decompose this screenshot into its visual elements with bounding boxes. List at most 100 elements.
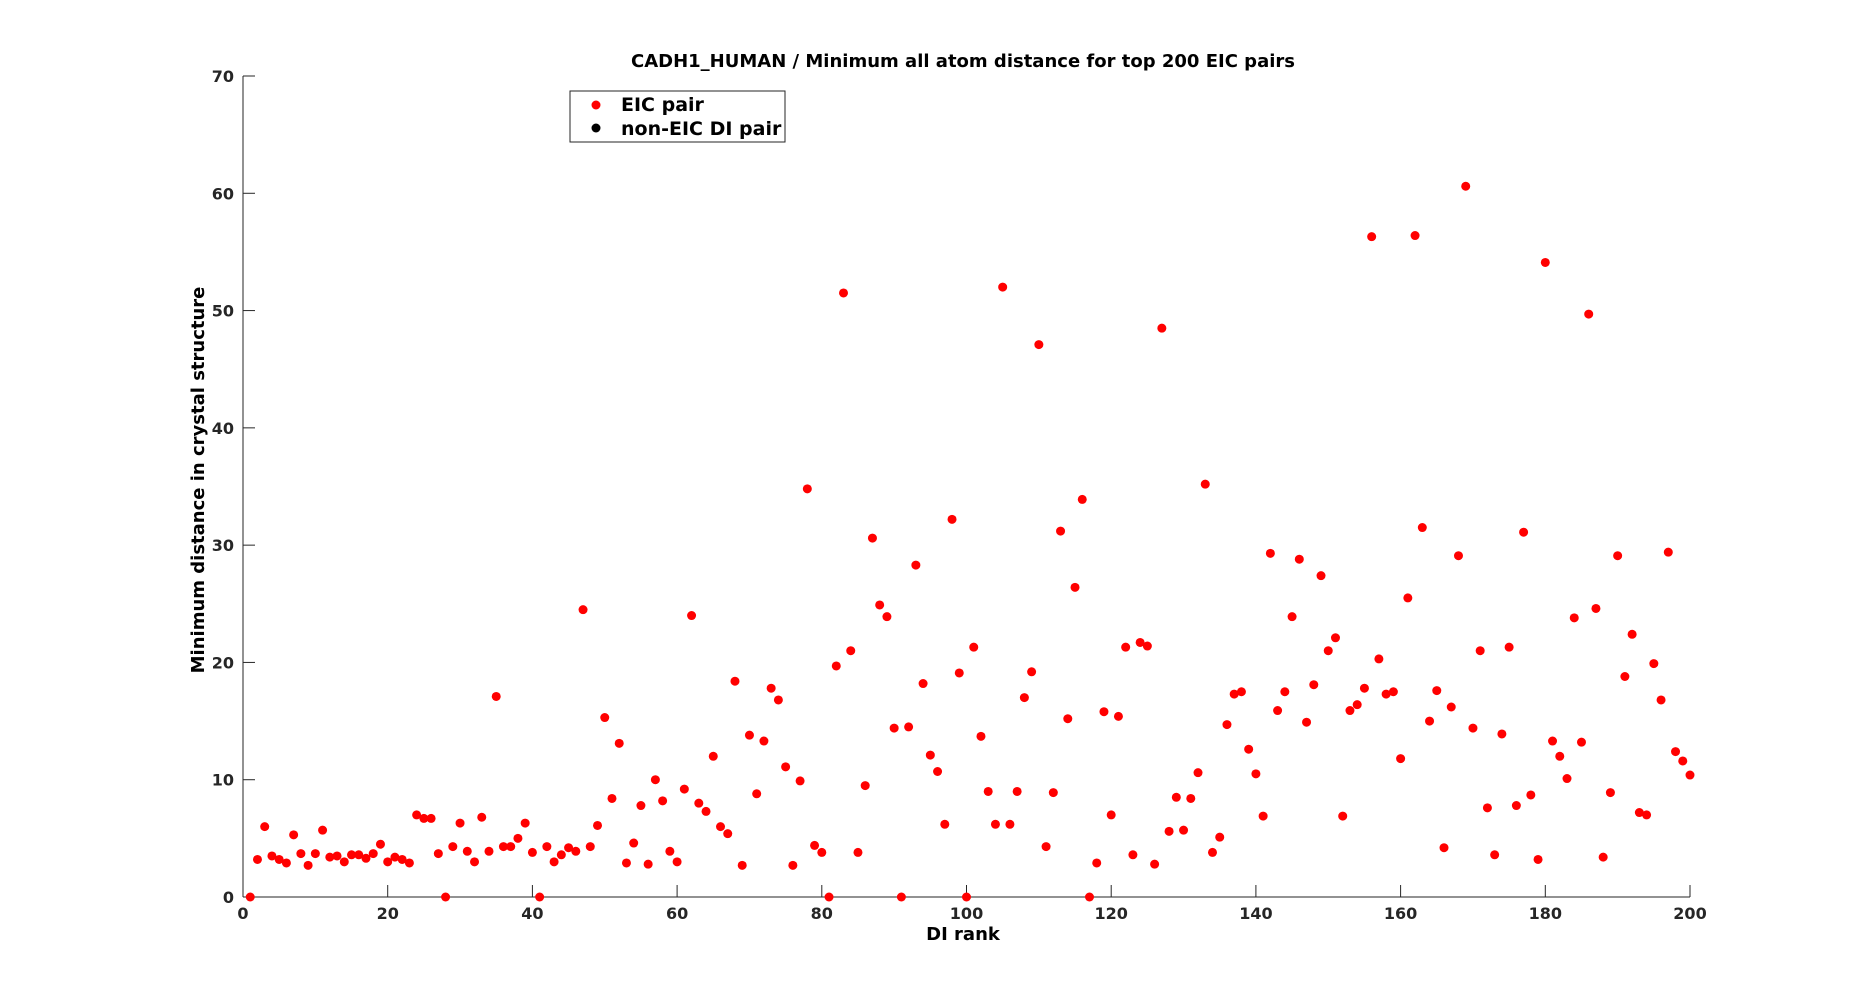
y-tick-label: 50	[212, 302, 234, 321]
data-point-eic-pair	[571, 846, 581, 856]
data-point-eic-pair	[1142, 641, 1152, 651]
data-point-eic-pair	[990, 819, 1000, 829]
x-tick-label: 100	[950, 904, 983, 923]
data-point-eic-pair	[289, 830, 299, 840]
data-point-eic-pair	[867, 533, 877, 543]
x-axis-label: DI rank	[926, 924, 1001, 945]
data-point-eic-pair	[1302, 717, 1312, 727]
data-point-eic-pair	[520, 818, 530, 828]
data-point-eic-pair	[1555, 751, 1565, 761]
data-point-eic-pair	[1251, 769, 1261, 779]
data-point-eic-pair	[267, 851, 277, 861]
data-point-eic-pair	[1671, 747, 1681, 757]
data-point-eic-pair	[701, 806, 711, 816]
data-point-eic-pair	[1330, 633, 1340, 643]
data-point-eic-pair	[1598, 852, 1608, 862]
data-point-eic-pair	[383, 857, 393, 867]
data-point-eic-pair	[788, 860, 798, 870]
data-point-eic-pair	[1005, 819, 1015, 829]
data-point-eic-pair	[1236, 687, 1246, 697]
data-point-eic-pair	[1620, 672, 1630, 682]
data-point-eic-pair	[744, 730, 754, 740]
data-point-eic-pair	[1425, 716, 1435, 726]
data-point-eic-pair	[1374, 654, 1384, 664]
data-point-eic-pair	[976, 731, 986, 741]
data-point-eic-pair	[1367, 232, 1377, 242]
data-point-eic-pair	[998, 282, 1008, 292]
data-point-eic-pair	[1605, 788, 1615, 798]
data-point-eic-pair	[1229, 689, 1239, 699]
data-point-eic-pair	[1482, 803, 1492, 813]
data-point-eic-pair	[954, 668, 964, 678]
data-point-eic-pair	[752, 789, 762, 799]
data-point-eic-pair	[375, 839, 385, 849]
data-point-eic-pair	[303, 860, 313, 870]
data-point-eic-pair	[477, 812, 487, 822]
data-point-eic-pair	[650, 775, 660, 785]
data-point-eic-pair	[281, 858, 291, 868]
data-point-eic-pair	[781, 762, 791, 772]
data-point-eic-pair	[1215, 832, 1225, 842]
data-point-eic-pair	[585, 842, 595, 852]
data-point-eic-pair	[1106, 810, 1116, 820]
data-point-eic-pair	[810, 840, 820, 850]
data-point-eic-pair	[1453, 551, 1463, 561]
data-point-eic-pair	[1613, 551, 1623, 561]
data-point-eic-pair	[1077, 494, 1087, 504]
data-point-eic-pair	[795, 776, 805, 786]
data-point-eic-pair	[1171, 792, 1181, 802]
data-point-eic-pair	[737, 860, 747, 870]
data-point-eic-pair	[1352, 700, 1362, 710]
y-tick-label: 70	[212, 67, 234, 86]
data-point-eic-pair	[933, 767, 943, 777]
data-point-eic-pair	[882, 612, 892, 622]
data-point-eic-pair	[296, 849, 306, 859]
data-point-eic-pair	[1048, 788, 1058, 798]
legend: EIC pair non-EIC DI pair	[569, 90, 786, 143]
data-point-eic-pair	[824, 892, 834, 902]
data-point-eic-pair	[911, 560, 921, 570]
data-point-eic-pair	[1258, 811, 1268, 821]
data-point-eic-pair	[535, 892, 545, 902]
data-point-eic-pair	[1548, 736, 1558, 746]
data-point-eic-pair	[636, 801, 646, 811]
data-point-eic-pair	[1273, 706, 1283, 716]
data-point-eic-pair	[462, 846, 472, 856]
data-point-eic-pair	[853, 847, 863, 857]
data-point-eic-pair	[564, 843, 574, 853]
data-point-eic-pair	[1193, 768, 1203, 778]
data-point-eic-pair	[1388, 687, 1398, 697]
data-point-eic-pair	[773, 695, 783, 705]
data-point-eic-pair	[455, 818, 465, 828]
data-point-eic-pair	[1186, 793, 1196, 803]
data-point-eic-pair	[1685, 770, 1695, 780]
data-point-eic-pair	[578, 605, 588, 615]
y-tick-label: 60	[212, 184, 234, 203]
data-point-eic-pair	[1323, 646, 1333, 656]
data-point-eic-pair	[875, 600, 885, 610]
data-point-eic-pair	[1649, 659, 1659, 669]
data-point-eic-pair	[983, 786, 993, 796]
data-point-eic-pair	[318, 825, 328, 835]
data-point-eic-pair	[889, 723, 899, 733]
data-point-eic-pair	[1656, 695, 1666, 705]
data-point-eic-pair	[419, 813, 429, 823]
data-point-eic-pair	[1200, 479, 1210, 489]
data-point-eic-pair	[1041, 842, 1051, 852]
data-point-eic-pair	[904, 722, 914, 732]
data-point-eic-pair	[1063, 714, 1073, 724]
data-point-eic-pair	[441, 892, 451, 902]
data-point-eic-pair	[1070, 582, 1080, 592]
data-point-eic-pair	[593, 820, 603, 830]
data-point-eic-pair	[361, 853, 371, 863]
data-point-eic-pair	[498, 842, 508, 852]
y-tick-label: 0	[223, 888, 234, 907]
data-point-eic-pair	[846, 646, 856, 656]
data-point-eic-pair	[817, 847, 827, 857]
x-tick-label: 160	[1384, 904, 1417, 923]
data-point-eic-pair	[1497, 729, 1507, 739]
data-point-eic-pair	[1403, 593, 1413, 603]
data-point-eic-pair	[1432, 686, 1442, 696]
